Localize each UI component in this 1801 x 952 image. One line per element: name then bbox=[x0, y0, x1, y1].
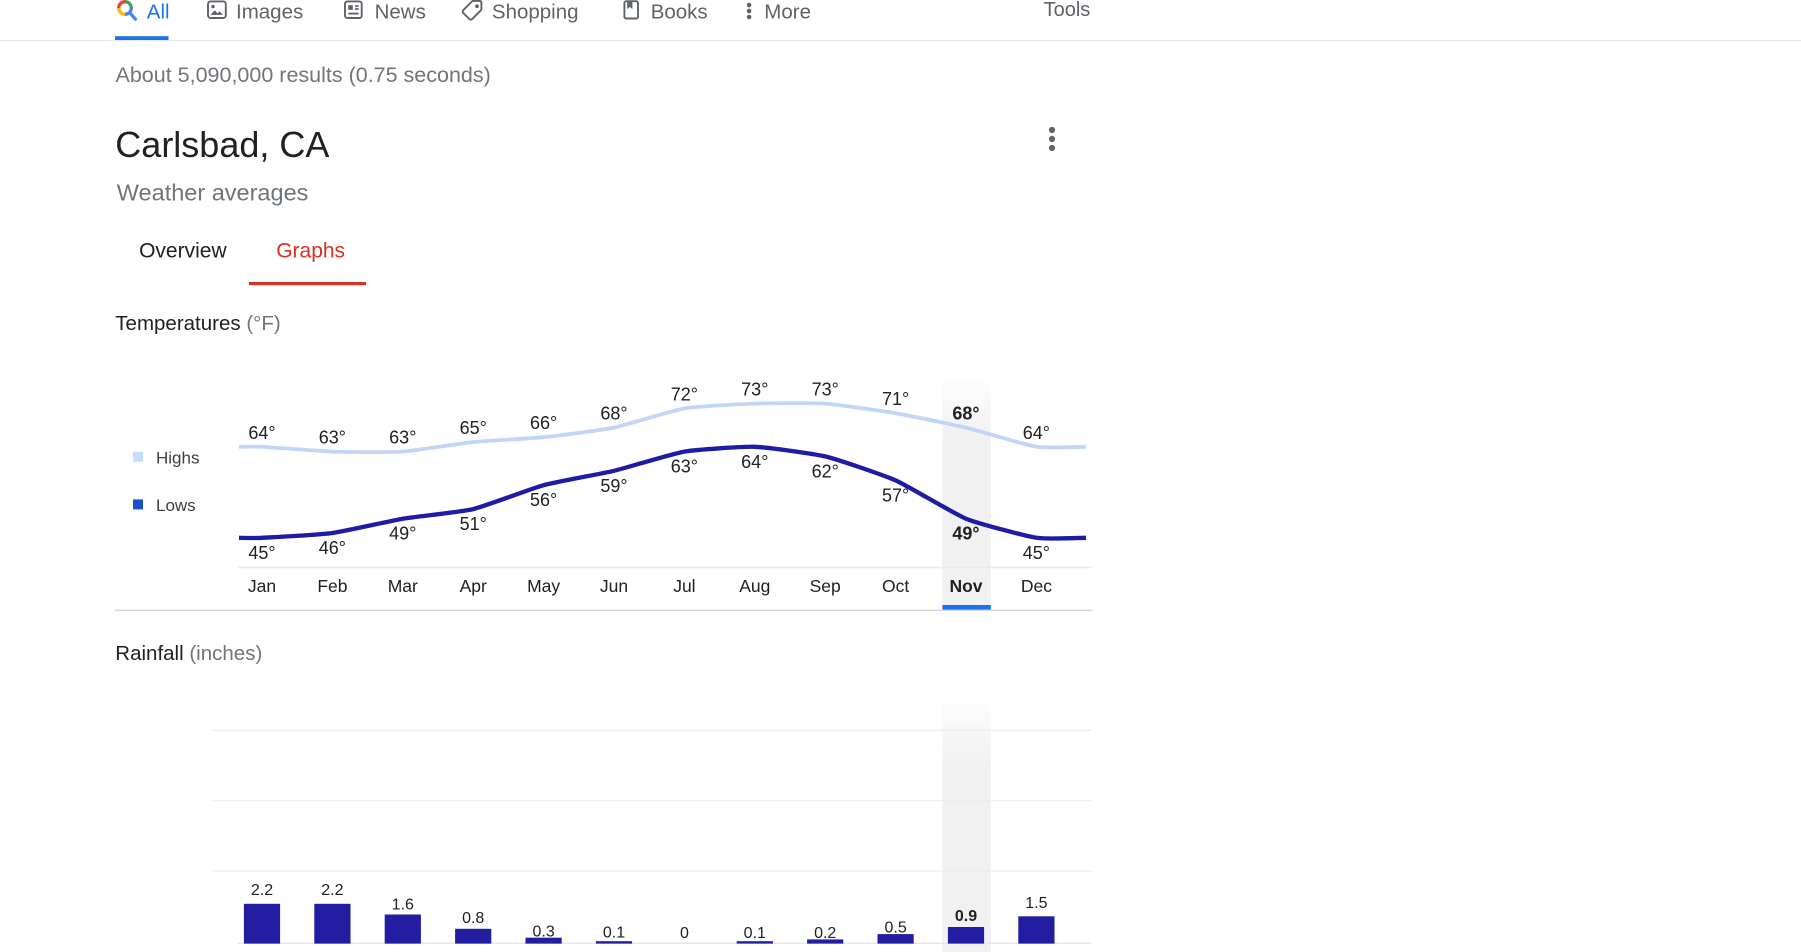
svg-text:0: 0 bbox=[680, 925, 689, 942]
svg-text:45°: 45° bbox=[248, 543, 275, 563]
svg-text:Images: Images bbox=[236, 1, 303, 24]
svg-text:72°: 72° bbox=[671, 384, 698, 404]
svg-text:All: All bbox=[147, 1, 170, 24]
svg-text:Weather averages: Weather averages bbox=[117, 180, 309, 206]
svg-text:66°: 66° bbox=[530, 413, 557, 433]
svg-text:Carlsbad, CA: Carlsbad, CA bbox=[115, 124, 329, 165]
svg-text:Mar: Mar bbox=[388, 576, 418, 596]
svg-text:Aug: Aug bbox=[739, 576, 770, 596]
svg-text:64°: 64° bbox=[741, 452, 768, 472]
svg-text:65°: 65° bbox=[460, 418, 487, 438]
svg-text:73°: 73° bbox=[812, 380, 839, 400]
svg-text:57°: 57° bbox=[882, 485, 909, 505]
svg-text:Jan: Jan bbox=[248, 576, 276, 596]
svg-text:59°: 59° bbox=[600, 476, 627, 496]
svg-text:Oct: Oct bbox=[882, 576, 909, 596]
svg-text:Nov: Nov bbox=[949, 576, 982, 596]
svg-text:0.2: 0.2 bbox=[814, 925, 836, 942]
svg-text:73°: 73° bbox=[741, 380, 768, 400]
svg-text:0.8: 0.8 bbox=[462, 910, 484, 927]
svg-text:Shopping: Shopping bbox=[492, 1, 579, 24]
svg-text:71°: 71° bbox=[882, 389, 909, 409]
svg-text:2.2: 2.2 bbox=[251, 882, 273, 899]
svg-text:Sep: Sep bbox=[810, 576, 841, 596]
svg-text:45°: 45° bbox=[1023, 543, 1050, 563]
svg-text:46°: 46° bbox=[319, 538, 346, 558]
svg-text:68°: 68° bbox=[600, 404, 627, 424]
svg-text:2.2: 2.2 bbox=[321, 882, 343, 899]
svg-text:1.6: 1.6 bbox=[392, 897, 414, 914]
svg-text:64°: 64° bbox=[248, 423, 275, 443]
svg-text:51°: 51° bbox=[460, 514, 487, 534]
svg-text:63°: 63° bbox=[389, 428, 416, 448]
svg-text:62°: 62° bbox=[812, 461, 839, 481]
svg-text:63°: 63° bbox=[671, 457, 698, 477]
svg-text:More: More bbox=[764, 1, 811, 24]
svg-text:0.9: 0.9 bbox=[955, 908, 977, 925]
svg-text:May: May bbox=[527, 576, 560, 596]
svg-text:56°: 56° bbox=[530, 490, 557, 510]
svg-text:Tools: Tools bbox=[1044, 0, 1091, 21]
svg-text:Feb: Feb bbox=[317, 576, 347, 596]
svg-text:64°: 64° bbox=[1023, 423, 1050, 443]
svg-text:0.1: 0.1 bbox=[744, 925, 766, 942]
svg-text:0.3: 0.3 bbox=[532, 923, 554, 940]
svg-text:Jul: Jul bbox=[673, 576, 695, 596]
svg-text:49°: 49° bbox=[389, 524, 416, 544]
svg-text:Temperatures (°F): Temperatures (°F) bbox=[115, 312, 280, 335]
svg-text:Rainfall (inches): Rainfall (inches) bbox=[115, 642, 262, 665]
svg-text:Jun: Jun bbox=[600, 576, 628, 596]
svg-text:Graphs: Graphs bbox=[276, 240, 345, 263]
svg-text:News: News bbox=[375, 1, 426, 24]
svg-text:Overview: Overview bbox=[139, 240, 227, 263]
svg-text:49°: 49° bbox=[952, 524, 979, 544]
svg-text:Lows: Lows bbox=[156, 496, 196, 515]
svg-text:63°: 63° bbox=[319, 428, 346, 448]
svg-text:Dec: Dec bbox=[1021, 576, 1052, 596]
svg-text:About 5,090,000 results (0.75: About 5,090,000 results (0.75 seconds) bbox=[116, 63, 491, 87]
svg-text:0.5: 0.5 bbox=[884, 920, 906, 937]
svg-text:Books: Books bbox=[651, 1, 708, 24]
svg-text:0.1: 0.1 bbox=[603, 925, 625, 942]
svg-text:1.5: 1.5 bbox=[1025, 895, 1047, 912]
svg-text:Apr: Apr bbox=[460, 576, 487, 596]
svg-text:Highs: Highs bbox=[156, 449, 199, 468]
svg-text:68°: 68° bbox=[952, 404, 979, 424]
